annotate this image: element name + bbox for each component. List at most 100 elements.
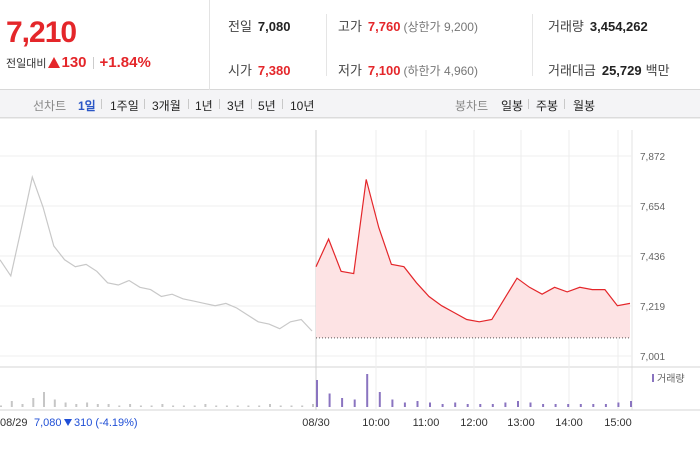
change-label: 전일대비 [6, 57, 47, 70]
upper-limit-label: 상한가 [407, 20, 441, 34]
change-divider [92, 56, 94, 69]
prev-day-volume-bar [172, 405, 175, 407]
prev-day-volume-bar [258, 405, 261, 407]
prev-day-volume-bar [118, 405, 121, 407]
toolbar-divider [282, 99, 283, 109]
tab-period-3y[interactable]: 3년 [227, 99, 245, 113]
amount-unit: 백만 [645, 63, 670, 78]
y-tick-label: 7,436 [640, 252, 665, 263]
volume-stat: 거래량 3,454,262 [548, 16, 648, 35]
tab-candle-weekly[interactable]: 주봉 [536, 99, 559, 113]
open-stat: 시가 7,380 [228, 60, 290, 79]
today-volume-bar [604, 404, 607, 407]
change-percent: +1.84% [99, 54, 151, 71]
toolbar-divider [219, 99, 220, 109]
low-label: 저가 [338, 63, 362, 78]
prev-day-volume-bar [75, 404, 78, 407]
today-volume-bar [441, 404, 444, 407]
today-area-fill [316, 179, 630, 338]
prev-day-volume-bar [225, 405, 228, 407]
tab-period-1y[interactable]: 1년 [195, 99, 213, 113]
prev-day-volume-bar [53, 399, 56, 407]
open-value: 7,380 [257, 63, 291, 78]
x-tick-label: 15:00 [604, 417, 632, 429]
prev-day-volume-bar [193, 405, 196, 407]
today-volume-bar [630, 401, 632, 407]
lower-limit-label: 하한가 [407, 64, 441, 78]
prev-day-date: 08/29 [0, 417, 28, 429]
prev-day-volume-bar [150, 405, 153, 407]
line-chart-label: 선차트 [33, 99, 67, 113]
tab-period-10y[interactable]: 10년 [290, 99, 315, 113]
volume-label: 거래량 [548, 19, 584, 34]
x-tick-label: 12:00 [460, 417, 488, 429]
prev-day-volume-bar [64, 402, 67, 407]
toolbar-divider [101, 99, 102, 109]
today-volume-bar [529, 402, 532, 407]
prev-day-volume-bar [21, 404, 24, 407]
tab-period-1w[interactable]: 1주일 [110, 99, 139, 113]
y-tick-label: 7,654 [640, 202, 665, 213]
high-value: 7,760 [367, 19, 401, 34]
prev-day-volume-bar [32, 398, 35, 407]
upper-limit-value: 9,200 [443, 20, 474, 34]
prev-close-stat: 전일 7,080 [228, 16, 290, 35]
prev-day-volume-bar [86, 402, 89, 407]
open-label: 시가 [228, 63, 252, 78]
tab-period-1d[interactable]: 1일 [78, 99, 96, 113]
low-value: 7,100 [367, 63, 401, 78]
today-volume-bar [504, 402, 507, 407]
today-volume-bar [491, 404, 494, 407]
today-volume-bar [378, 392, 381, 407]
today-volume-bar [353, 399, 356, 407]
x-tick-label: 10:00 [362, 417, 390, 429]
today-volume-bar [429, 402, 431, 407]
prev-day-line [0, 174, 313, 332]
prev-close-value: 7,080 [257, 19, 291, 34]
tab-period-5y[interactable]: 5년 [258, 99, 276, 113]
y-tick-label: 7,001 [640, 352, 665, 363]
lower-limit-value: 4,960 [443, 64, 474, 78]
amount-label: 거래대금 [548, 63, 596, 78]
change-value: 130 [61, 54, 87, 71]
prev-day-change: 310 (-4.19%) [74, 417, 138, 429]
prev-day-volume-bar [43, 392, 45, 407]
today-volume-bar [416, 401, 419, 407]
today-volume-bar [479, 404, 482, 407]
prev-day-volume-bar [10, 401, 13, 407]
today-volume-bar [617, 402, 620, 407]
down-triangle-icon [64, 419, 72, 426]
today-volume-bar [542, 404, 545, 407]
prev-day-volume-bar [247, 405, 250, 407]
volume-legend-swatch [652, 374, 654, 382]
today-volume-bar [579, 404, 582, 407]
prev-day-volume-bar [182, 405, 185, 407]
today-volume-bar [517, 401, 519, 407]
prev-day-volume-bar [161, 404, 164, 407]
tab-period-3m[interactable]: 3개월 [152, 99, 181, 113]
high-stat: 고가 7,760 (상한가 9,200) [338, 19, 478, 34]
prev-day-volume-bar [215, 405, 218, 407]
today-volume-bar [454, 402, 457, 407]
y-tick-label: 7,219 [640, 302, 665, 313]
prev-day-close: 7,080 [34, 417, 62, 429]
today-volume-bar [341, 398, 344, 407]
prev-day-volume-bar [129, 404, 132, 407]
prev-day-volume-bar [301, 405, 304, 407]
x-tick-label: 08/30 [302, 417, 330, 429]
stat-divider [326, 14, 327, 76]
current-price: 7,210 [6, 16, 77, 49]
tab-candle-monthly[interactable]: 월봉 [573, 99, 596, 113]
high-label: 고가 [338, 19, 362, 34]
toolbar-divider [251, 99, 252, 109]
today-volume-bar [328, 393, 331, 407]
volume-value: 3,454,262 [589, 19, 648, 34]
current-price-box: 7,210 전일대비 130 +1.84% [0, 0, 210, 90]
prev-close-label: 전일 [228, 19, 252, 34]
tab-candle-daily[interactable]: 일봉 [501, 99, 524, 113]
prev-day-volume-bar [236, 405, 239, 407]
prev-day-volume-bar [279, 405, 282, 407]
prev-day-volume-bar [139, 405, 142, 407]
prev-day-volume-bar [204, 404, 207, 407]
